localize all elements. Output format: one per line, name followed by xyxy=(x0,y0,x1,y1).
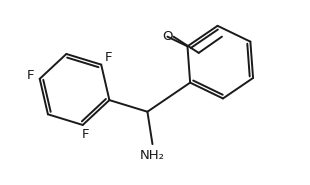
Text: F: F xyxy=(26,69,34,82)
Text: F: F xyxy=(105,51,112,64)
Text: F: F xyxy=(81,128,89,141)
Text: NH₂: NH₂ xyxy=(140,149,165,162)
Text: O: O xyxy=(162,30,173,43)
